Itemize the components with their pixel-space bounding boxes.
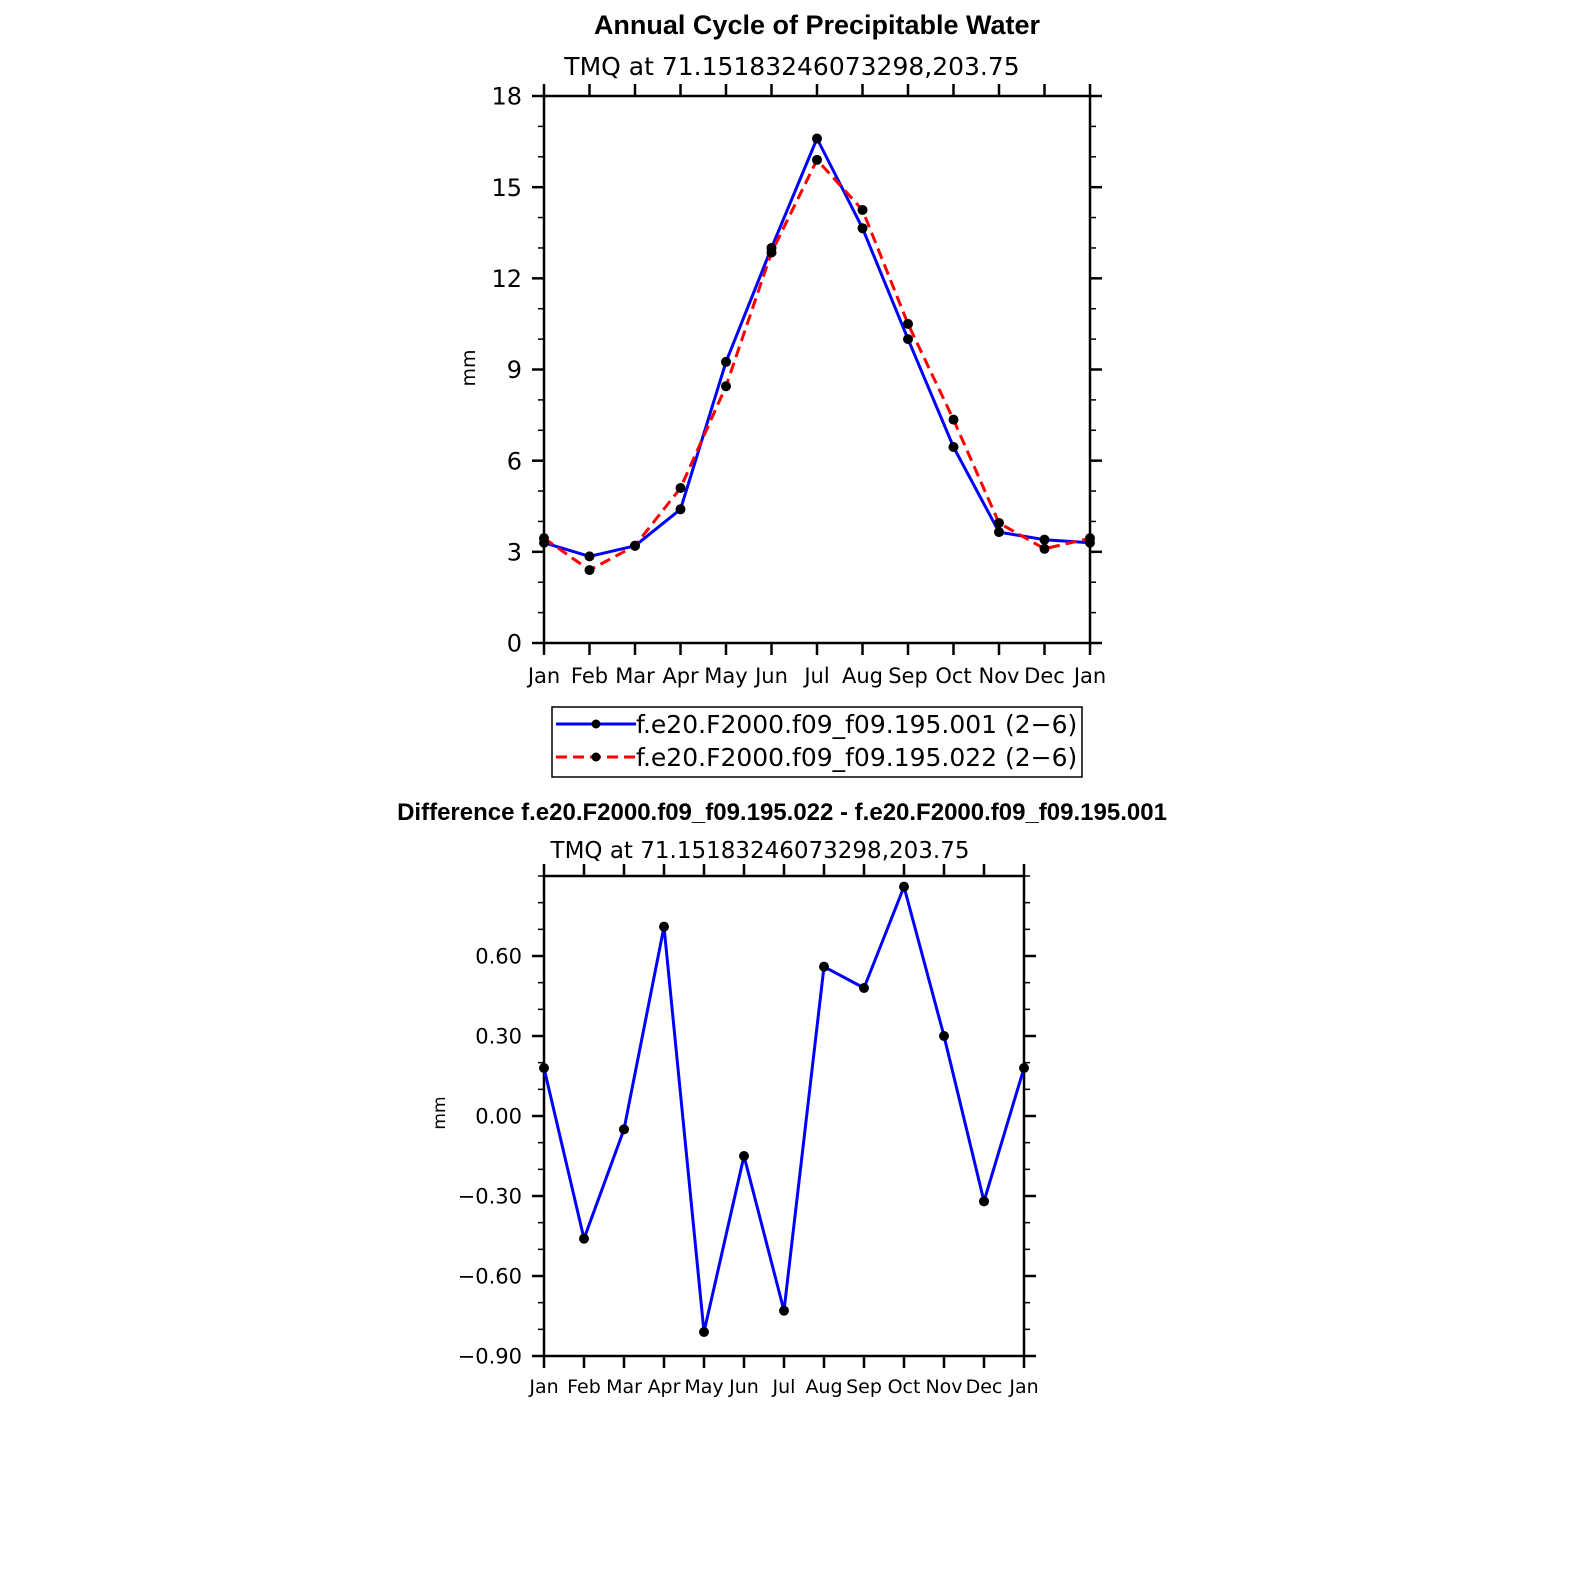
- series-1-point: [899, 881, 909, 892]
- x-tick-label: Oct: [888, 1376, 921, 1398]
- series-2-point: [584, 565, 595, 576]
- series-1-point: [857, 223, 868, 234]
- x-tick-label: Jan: [528, 1376, 558, 1398]
- x-tick-label: Mar: [615, 664, 655, 688]
- series-2-point: [675, 483, 686, 494]
- chart-bottom: Difference f.e20.F2000.f09_f09.195.022 -…: [397, 799, 1167, 1398]
- series-1-point: [579, 1233, 589, 1244]
- y-tick-label: 15: [491, 174, 522, 202]
- series-2-point: [812, 154, 822, 165]
- series-1-point: [979, 1196, 989, 1207]
- series-2-point: [903, 318, 913, 329]
- x-tick-label: Sep: [888, 664, 928, 688]
- series-1-point: [948, 441, 959, 452]
- y-tick-label: −0.90: [458, 1345, 522, 1369]
- chart-top-ticks: Jan Feb Mar Apr May Jun Jul Aug Sep Oct Nov Dec Jan0…: [491, 83, 1106, 688]
- series-2-point: [1039, 543, 1050, 554]
- x-tick-label: Nov: [979, 664, 1020, 688]
- series-2-point: [948, 414, 959, 425]
- series-2-point: [994, 517, 1004, 528]
- x-tick-label: Sep: [846, 1376, 882, 1398]
- chart-bottom-subtitle: TMQ at 71.15183246073298,203.75: [550, 838, 970, 864]
- x-tick-label: Jan: [1008, 1376, 1038, 1398]
- chart-top-title: Annual Cycle of Precipitable Water: [594, 10, 1041, 40]
- x-tick-label: Feb: [567, 1376, 601, 1398]
- legend-marker-series-1: [591, 719, 601, 729]
- series-2-point: [1085, 533, 1095, 544]
- series-2-point: [721, 381, 731, 392]
- series-1-point: [903, 334, 913, 345]
- y-tick-label: 3: [507, 538, 522, 566]
- x-tick-label: Dec: [1024, 664, 1065, 688]
- x-tick-label: Jan: [1072, 664, 1106, 688]
- x-tick-label: Mar: [606, 1376, 642, 1398]
- y-tick-label: 0: [507, 630, 522, 658]
- series-1-point: [539, 1063, 549, 1073]
- x-tick-label: Jun: [728, 1376, 759, 1398]
- series-2-point: [857, 204, 868, 215]
- y-tick-label: 9: [507, 356, 522, 384]
- x-tick-label: Nov: [925, 1376, 962, 1398]
- series-1-point: [675, 504, 686, 515]
- series-1-point: [779, 1305, 789, 1316]
- x-tick-label: Apr: [648, 1376, 681, 1398]
- series-1-point: [739, 1151, 749, 1161]
- series-1-point: [721, 356, 731, 367]
- series-1-point: [1039, 534, 1050, 545]
- y-tick-label: 0.00: [475, 1105, 522, 1129]
- chart-top-series: [539, 133, 1095, 576]
- legend-marker-series-2: [591, 752, 601, 762]
- chart-bottom-series: [539, 881, 1029, 1337]
- x-tick-label: Jan: [526, 664, 560, 688]
- x-tick-label: Aug: [805, 1376, 842, 1398]
- x-tick-label: May: [704, 664, 747, 688]
- y-tick-label: −0.60: [458, 1265, 522, 1289]
- x-tick-label: Jun: [753, 664, 788, 688]
- y-tick-label: 6: [507, 447, 522, 475]
- legend-label-series-1: f.e20.F2000.f09_f09.195.001 (2−6): [636, 710, 1077, 739]
- series-1-point: [939, 1031, 949, 1041]
- series-1-point: [619, 1124, 629, 1135]
- x-tick-label: Dec: [966, 1376, 1003, 1398]
- x-tick-label: Oct: [935, 664, 971, 688]
- series-2-point: [630, 540, 640, 551]
- series-line-1: [543, 137, 1091, 558]
- chart-top-subtitle: TMQ at 71.15183246073298,203.75: [563, 52, 1019, 81]
- chart-top-ylabel: mm: [458, 349, 480, 386]
- series-1-point: [1019, 1063, 1029, 1073]
- y-tick-label: 0.30: [475, 1025, 522, 1049]
- chart-top-legend: f.e20.F2000.f09_f09.195.001 (2−6) f.e20.…: [551, 706, 1083, 778]
- series-1-point: [659, 921, 669, 932]
- x-tick-label: May: [684, 1376, 723, 1398]
- chart-bottom-title: Difference f.e20.F2000.f09_f09.195.022 -…: [397, 799, 1167, 826]
- x-tick-label: Feb: [571, 664, 608, 688]
- x-tick-label: Jul: [772, 1376, 796, 1398]
- x-tick-label: Apr: [662, 664, 699, 688]
- series-1-point: [699, 1327, 709, 1337]
- chart-bottom-frame: [542, 874, 1026, 1358]
- y-tick-label: 12: [491, 265, 522, 293]
- y-tick-label: 18: [491, 83, 522, 111]
- legend-box: [551, 706, 1083, 778]
- x-tick-label: Jul: [802, 664, 829, 688]
- chart-top: Annual Cycle of Precipitable Water TMQ a…: [458, 10, 1106, 778]
- x-tick-label: Aug: [842, 664, 883, 688]
- series-line-2: [543, 158, 1091, 572]
- series-1-point: [584, 551, 595, 562]
- series-1-point: [859, 983, 869, 993]
- series-2-point: [766, 247, 777, 258]
- y-tick-label: 0.60: [475, 945, 522, 969]
- series-1-point: [994, 527, 1004, 538]
- series-line-1: [542, 885, 1026, 1334]
- legend-label-series-2: f.e20.F2000.f09_f09.195.022 (2−6): [636, 743, 1077, 772]
- series-1-point: [819, 961, 829, 972]
- series-2-point: [539, 533, 549, 544]
- chart-bottom-ylabel: mm: [430, 1096, 450, 1129]
- series-1-point: [812, 133, 822, 144]
- chart-bottom-ticks: Jan Feb Mar Apr May Jun Jul Aug Sep Oct Nov Dec Jan−…: [458, 864, 1039, 1398]
- chart-top-frame: [542, 94, 1092, 645]
- y-tick-label: −0.30: [458, 1185, 522, 1209]
